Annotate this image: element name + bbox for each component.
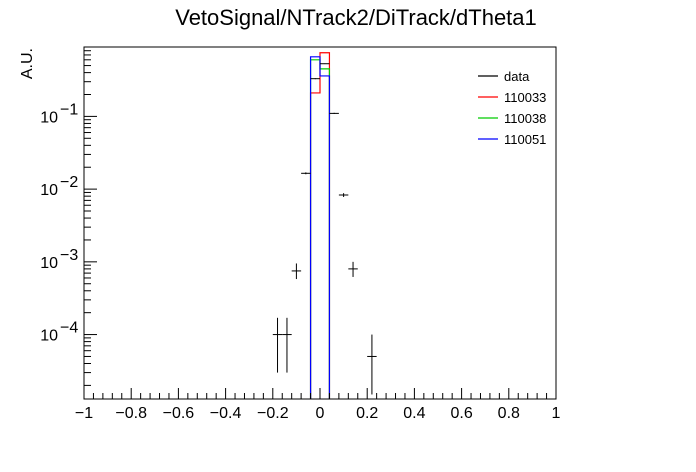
chart-title: VetoSignal/NTrack2/DiTrack/dTheta1 [175,5,537,30]
series-110038-histogram [309,59,331,399]
x-tick-label: −0.6 [163,405,195,422]
legend: data 110033 110038 110051 [478,69,546,147]
data-point [320,63,330,65]
series-110033-histogram [309,52,331,399]
data-point [367,334,377,395]
plot-frame [83,46,557,400]
x-tick-label: 0 [316,405,325,422]
legend-entry: 110051 [478,132,546,147]
y-axis: 10−410−310−210−1 [40,46,97,386]
x-tick-label: −0.2 [257,405,289,422]
data-point [291,263,302,280]
legend-label: data [504,69,530,84]
legend-label: 110051 [504,132,546,147]
x-tick-label: 0.8 [498,405,520,422]
y-tick-exponent: −4 [60,320,78,337]
data-point [348,261,358,277]
y-tick-exponent: −1 [60,101,78,118]
x-tick-label: −0.4 [210,405,242,422]
legend-label: 110033 [504,90,546,105]
x-tick-label: 1 [552,405,561,422]
y-tick-label: 10 [40,109,58,126]
x-tick-label: −0.8 [115,405,147,422]
legend-entry: 110033 [478,90,546,105]
data-point [301,172,311,175]
legend-entry: 110038 [478,111,546,126]
x-tick-label: 0.4 [403,405,425,422]
x-tick-label: −1 [75,405,93,422]
y-tick-label: 10 [40,328,58,345]
y-tick-label: 10 [40,182,58,199]
legend-label: 110038 [504,111,546,126]
data-point [329,112,339,114]
y-tick-exponent: −3 [60,247,78,264]
legend-entry: data [478,69,530,84]
data-point [338,193,349,197]
series-110051-histogram [309,56,331,399]
y-tick-exponent: −2 [60,174,78,191]
plot-area [272,52,377,399]
x-axis: −1 −0.8 −0.6 −0.4 −0.2 0 0.2 0.4 0.6 0.8 1 [75,388,561,422]
y-axis-label: A.U. [19,48,36,79]
x-tick-label: 0.6 [450,405,472,422]
x-tick-label: 0.2 [356,405,378,422]
y-tick-label: 10 [40,255,58,272]
data-point [282,317,292,373]
data-point [310,78,320,80]
data-point [272,317,283,373]
